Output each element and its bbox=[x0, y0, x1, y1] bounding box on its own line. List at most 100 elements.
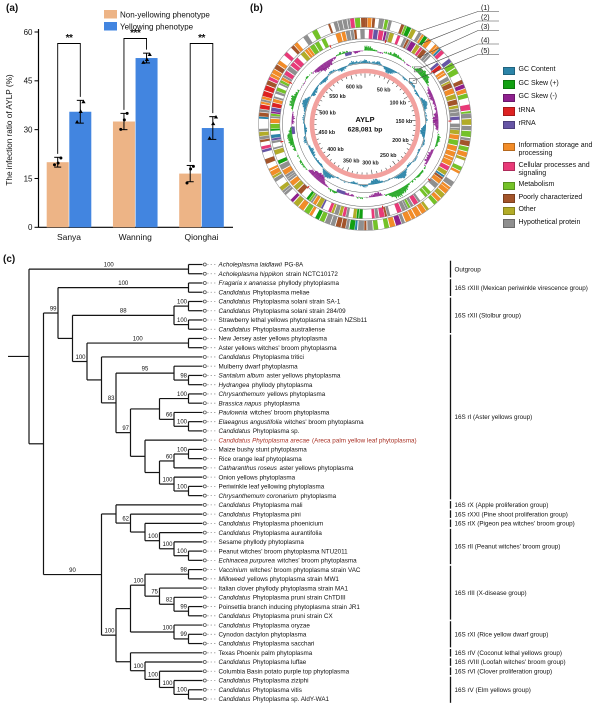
svg-text:(2): (2) bbox=[481, 15, 490, 22]
svg-text:75: 75 bbox=[151, 589, 158, 595]
genome-legend-category-item-label: Hypothetical protein bbox=[518, 218, 581, 226]
svg-text:98: 98 bbox=[180, 373, 187, 379]
genome-legend-ring-item: GC Skew (-) bbox=[503, 93, 600, 102]
genome-legend-ring-item: GC Skew (+) bbox=[503, 80, 600, 89]
svg-text:100: 100 bbox=[162, 681, 173, 687]
svg-text:100: 100 bbox=[133, 664, 144, 670]
svg-text:83: 83 bbox=[108, 396, 115, 402]
genome-legend-ring-item-swatch bbox=[503, 120, 515, 129]
svg-text:100: 100 bbox=[133, 336, 144, 342]
tree-leaf-label: Catharanthus roseus aster yellows phytopl… bbox=[219, 465, 354, 472]
genome-legend-ring-item: rRNA bbox=[503, 120, 600, 129]
svg-text:100: 100 bbox=[148, 534, 159, 540]
svg-text:100: 100 bbox=[104, 628, 115, 634]
svg-text:60: 60 bbox=[166, 454, 173, 460]
svg-text:***: *** bbox=[130, 28, 141, 39]
svg-text:300 kb: 300 kb bbox=[362, 160, 379, 166]
svg-text:62: 62 bbox=[122, 516, 129, 522]
svg-text:AYLP: AYLP bbox=[355, 115, 374, 124]
svg-text:500 kb: 500 kb bbox=[319, 111, 336, 117]
genome-legend-category-item-swatch bbox=[503, 194, 515, 203]
tree-leaf-label: Vaccinium witches' broom phytoplasma stra… bbox=[219, 567, 361, 574]
tree-leaf-label: Candidatus Phytoplasma pini bbox=[219, 511, 301, 518]
svg-text:100: 100 bbox=[75, 355, 86, 361]
tree-group-label: 16S rIX (Pigeon pea witches' broom group… bbox=[455, 521, 575, 528]
svg-text:88: 88 bbox=[120, 309, 127, 315]
svg-text:15: 15 bbox=[24, 174, 33, 183]
genome-legend-ring-item-label: GC Skew (+) bbox=[518, 79, 559, 87]
tree-group-label: 16S rXI (Rice yellow dwarf group) bbox=[455, 632, 549, 639]
svg-text:95: 95 bbox=[142, 366, 149, 372]
svg-text:60: 60 bbox=[24, 28, 33, 37]
genome-legend-ring-item: tRNA bbox=[503, 107, 600, 116]
genome-legend-category-item-label: Other bbox=[518, 206, 537, 213]
tree-group-label: 16S rIII (X-disease group) bbox=[455, 590, 527, 597]
svg-text:50 kb: 50 kb bbox=[377, 88, 391, 94]
svg-text:(1): (1) bbox=[481, 5, 490, 12]
svg-text:30: 30 bbox=[24, 125, 33, 134]
genome-legend-category-item-swatch bbox=[503, 219, 515, 228]
tree-leaf-label: Periwinkle leaf yellowing phytoplasma bbox=[219, 484, 325, 491]
svg-text:98: 98 bbox=[180, 568, 187, 574]
svg-text:Non-yellowing phenotype: Non-yellowing phenotype bbox=[120, 11, 210, 20]
tree-leaf-label: Acholeplasma hippikon strain NCTC10172 bbox=[218, 271, 339, 278]
tree-leaf-label: Santalum album aster yellows phytoplasma bbox=[219, 373, 341, 380]
svg-text:100: 100 bbox=[133, 578, 144, 584]
tree-leaf-label: Candidatus Phytoplasma vitis bbox=[219, 687, 302, 694]
svg-text:250 kb: 250 kb bbox=[380, 153, 397, 159]
tree-group-label: 16S rII (Peanut witches' broom group) bbox=[455, 544, 561, 551]
svg-text:100: 100 bbox=[162, 625, 173, 631]
tree-leaf-label: Aster yellows witches' broom phytoplasma bbox=[219, 345, 338, 352]
tree-leaf-label: Texas Phoenix palm phytoplasma bbox=[219, 650, 313, 657]
svg-text:66: 66 bbox=[166, 413, 173, 419]
svg-text:99: 99 bbox=[50, 306, 57, 312]
genome-legend-ring-item-label: GC Skew (-) bbox=[518, 93, 558, 100]
svg-text:(3): (3) bbox=[481, 24, 490, 31]
svg-text:100: 100 bbox=[118, 281, 129, 287]
tree-leaf-label: Candidatus Phytoplasma phoenicium bbox=[219, 521, 324, 528]
tree-leaf-label: Columbia Basin potato purple top phytopl… bbox=[219, 668, 350, 675]
panel-b-label: (b) bbox=[250, 3, 263, 14]
svg-text:100: 100 bbox=[177, 299, 188, 305]
svg-text:100: 100 bbox=[162, 542, 173, 548]
svg-text:400 kb: 400 kb bbox=[327, 147, 344, 153]
tree-group-label: 16S rX (Apple proliferation group) bbox=[455, 502, 549, 509]
svg-text:**: ** bbox=[66, 33, 73, 44]
svg-text:(5): (5) bbox=[481, 48, 490, 55]
genome-legend-category-item-swatch bbox=[503, 206, 515, 215]
svg-text:Wanning: Wanning bbox=[119, 232, 153, 242]
tree-leaf-label: Hydrangea phyllody phytoplasma bbox=[219, 382, 313, 389]
genome-legend-categories: Information storage and processing Cellul… bbox=[503, 142, 600, 228]
genome-legend-category-item-swatch bbox=[503, 142, 515, 151]
tree-leaf-label: Candidatus Phytoplasma aurantifolia bbox=[219, 530, 323, 537]
svg-text:100: 100 bbox=[177, 318, 188, 324]
svg-text:100: 100 bbox=[177, 447, 188, 453]
tree-leaf-label: Cynodon dactylon phytoplasma bbox=[219, 632, 307, 639]
tree-leaf-label: Candidatus Phytoplasma mali bbox=[219, 502, 303, 509]
tree-leaf-label: Candidatus Phytoplasma solani strain SA-1 bbox=[219, 299, 341, 306]
tree-leaf-label: Echinacea purpurea witches' broom phytopl… bbox=[219, 558, 358, 565]
svg-text:90: 90 bbox=[69, 568, 76, 574]
tree-group-label: Outgroup bbox=[455, 266, 482, 273]
genome-legend-category-item-label: Cellular processes and signaling bbox=[518, 161, 590, 177]
tree-leaf-label: Chrysanthemum yellows phytoplasma bbox=[219, 391, 326, 398]
svg-text:Yellowing phenotype: Yellowing phenotype bbox=[120, 23, 194, 32]
tree-leaf-label: Strawberry lethal yellows phytoplasma st… bbox=[219, 317, 368, 324]
svg-text:100: 100 bbox=[177, 549, 188, 555]
tree-leaf-label: Candidatus Phytoplasma pruni strain CX bbox=[219, 613, 334, 620]
genome-legend-category-item-label: Poorly characterized bbox=[518, 193, 583, 201]
svg-text:82: 82 bbox=[166, 598, 173, 604]
tree-leaf-label: Candidatus Phytoplasma pruni strain ChTDI… bbox=[219, 595, 346, 602]
tree-leaf-label: Onion yellows phytoplasma bbox=[219, 474, 296, 481]
panel-a-label: (a) bbox=[6, 3, 19, 14]
genome-legend-category-item-label: Metabolism bbox=[518, 181, 555, 188]
panel-c-label: (c) bbox=[3, 254, 16, 265]
svg-text:628,081 bp: 628,081 bp bbox=[348, 127, 383, 134]
svg-text:100: 100 bbox=[177, 484, 188, 490]
tree-leaf-label: Acholeplasma laidlawii PG-8A bbox=[218, 262, 305, 269]
svg-text:600 kb: 600 kb bbox=[346, 84, 363, 90]
tree-leaf-label: Mulberry dwarf phytoplasma bbox=[219, 363, 299, 370]
tree-leaf-label: Candidatus Phytoplasma sp. bbox=[219, 428, 300, 435]
genome-legend-ring-item-swatch bbox=[503, 107, 515, 116]
